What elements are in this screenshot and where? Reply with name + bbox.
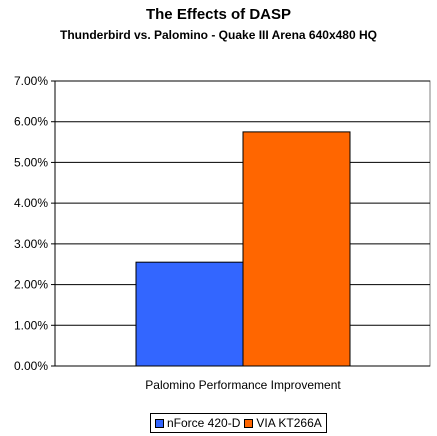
legend-swatch-nforce [155, 418, 164, 428]
legend: nForce 420-D VIA KT266A [150, 413, 327, 433]
legend-label-via: VIA KT266A [256, 416, 322, 430]
y-tick-label: 7.00% [14, 74, 48, 88]
x-category-label: Palomino Performance Improvement [145, 378, 341, 392]
y-tick-label: 1.00% [14, 318, 48, 332]
bar-nforce-420-d [135, 261, 244, 367]
chart-title: The Effects of DASP [145, 6, 292, 23]
chart-subtitle: Thunderbird vs. Palomino - Quake III Are… [60, 28, 377, 42]
y-tick-label: 0.00% [14, 359, 48, 373]
y-tick-label: 2.00% [14, 278, 48, 292]
y-tick-label: 4.00% [14, 196, 48, 210]
legend-swatch-via [244, 418, 254, 428]
bar-via-kt266a [242, 131, 351, 367]
y-tick-label: 5.00% [14, 155, 48, 169]
y-tick-label: 6.00% [14, 115, 48, 129]
legend-label-nforce: nForce 420-D [167, 416, 241, 430]
legend-item-via: VIA KT266A [244, 416, 322, 430]
y-tick-label: 3.00% [14, 237, 48, 251]
legend-item-nforce: nForce 420-D [155, 416, 240, 430]
bars [135, 131, 351, 367]
y-axis-ticks: 0.00% 1.00% 2.00% 3.00% 4.00% 5.00% 6.00% 7.00% [14, 74, 55, 373]
